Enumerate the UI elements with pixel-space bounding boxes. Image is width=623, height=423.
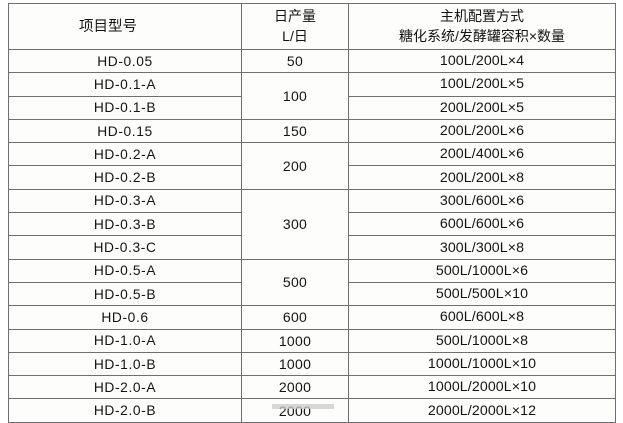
- table-row: HD-1.0-A 1000 500L/1000L×8: [8, 328, 616, 353]
- column-header-daily-output: 日产量 L/日: [241, 3, 349, 50]
- cell-machine-configuration: 600L/600L×6: [348, 212, 616, 237]
- scan-artifact-smudge: [272, 404, 334, 409]
- cell-machine-configuration: 200L/200L×5: [348, 95, 616, 120]
- cell-machine-configuration: 500L/1000L×6: [348, 258, 616, 283]
- cell-model: HD-0.05: [8, 48, 242, 74]
- table-row: HD-0.3-C 300L/300L×8: [8, 235, 616, 260]
- cell-machine-configuration: 500L/1000L×8: [348, 328, 616, 353]
- cell-machine-configuration: 1000L/1000L×10: [348, 351, 616, 377]
- cell-daily-output: 150: [241, 118, 349, 144]
- table-row: HD-0.05 50 100L/200L×4: [8, 48, 616, 74]
- cell-model: HD-0.5-B: [8, 281, 242, 307]
- cell-machine-configuration: 200L/200L×6: [348, 118, 616, 144]
- cell-model: HD-1.0-B: [8, 351, 242, 377]
- cell-machine-configuration: 500L/500L×10: [348, 281, 616, 307]
- cell-model: HD-0.1-A: [8, 72, 242, 97]
- table-row: HD-2.0-B 2000 2000L/2000L×12: [8, 398, 616, 423]
- cell-machine-configuration: 100L/200L×4: [348, 48, 616, 74]
- table-row: HD-0.3-A 300 300L/600L×6: [8, 188, 616, 260]
- cell-model: HD-0.15: [8, 118, 242, 144]
- cell-model: HD-0.3-B: [8, 212, 242, 237]
- cell-machine-configuration: 200L/200L×8: [348, 165, 616, 190]
- cell-daily-output: 600: [241, 305, 349, 330]
- cell-model: HD-0.2-B: [8, 165, 242, 190]
- column-header-model: 项目型号: [8, 3, 242, 50]
- column-header-machine-configuration-line2: 糖化系统/发酵罐容积×数量: [398, 28, 566, 44]
- cell-machine-configuration: 300L/600L×6: [348, 188, 616, 214]
- cell-daily-output: 500: [241, 258, 349, 307]
- cell-daily-output: 200: [241, 142, 349, 190]
- cell-daily-output: 50: [241, 48, 349, 74]
- cell-machine-configuration: 2000L/2000L×12: [348, 398, 616, 423]
- cell-daily-output: 300: [241, 188, 349, 260]
- table-body: HD-0.05 50 100L/200L×4 HD-0.1-A 100 100L/200L…: [8, 48, 616, 423]
- cell-model: HD-2.0-A: [8, 375, 242, 400]
- cell-daily-output: 2000: [241, 398, 349, 423]
- column-header-machine-configuration-line1: 主机配置方式: [440, 7, 524, 24]
- table-row: HD-0.2-B 200L/200L×8: [8, 165, 616, 190]
- column-header-model-line1: 项目型号: [79, 18, 137, 35]
- table-row: HD-0.15 150 200L/200L×6: [8, 118, 616, 144]
- cell-model: HD-0.2-A: [8, 142, 242, 167]
- table-row: HD-0.5-A 500 500L/1000L×6: [8, 258, 616, 307]
- cell-model: HD-2.0-B: [8, 398, 242, 423]
- cell-daily-output: 100: [241, 72, 349, 120]
- cell-model: HD-0.5-A: [8, 258, 242, 283]
- cell-daily-output: 2000: [241, 375, 349, 400]
- cell-model: HD-0.3-A: [8, 188, 242, 214]
- table-row: HD-1.0-B 1000 1000L/1000L×10: [8, 351, 616, 377]
- cell-daily-output: 1000: [241, 328, 349, 353]
- table-row: HD-0.1-A 100 100L/200L×5: [8, 72, 616, 120]
- table-row: HD-0.6 600 600L/600L×8: [8, 305, 616, 330]
- table-row: HD-0.2-A 200 200L/400L×6: [8, 142, 616, 190]
- cell-daily-output: 1000: [241, 351, 349, 377]
- column-header-daily-output-line1: 日产量: [274, 7, 316, 24]
- cell-machine-configuration: 200L/400L×6: [348, 142, 616, 167]
- cell-model: HD-1.0-A: [8, 328, 242, 353]
- cell-model: HD-0.6: [8, 305, 242, 330]
- cell-model: HD-0.3-C: [8, 235, 242, 260]
- table-row: HD-2.0-A 2000 1000L/2000L×10: [8, 375, 616, 400]
- column-header-machine-configuration: 主机配置方式 糖化系统/发酵罐容积×数量: [348, 3, 616, 50]
- cell-machine-configuration: 300L/300L×8: [348, 235, 616, 260]
- cell-machine-configuration: 1000L/2000L×10: [348, 375, 616, 400]
- cell-machine-configuration: 600L/600L×8: [348, 305, 616, 330]
- header-row: 项目型号 日产量 L/日 主机配置方式 糖化系统/发酵罐容积×数量: [8, 3, 616, 50]
- cell-model: HD-0.1-B: [8, 95, 242, 120]
- cell-machine-configuration: 100L/200L×5: [348, 72, 616, 97]
- table-row: HD-0.5-B 500L/500L×10: [8, 281, 616, 307]
- column-header-daily-output-line2: L/日: [282, 28, 308, 44]
- specification-table: 项目型号 日产量 L/日 主机配置方式 糖化系统/发酵罐容积×数量 HD-0.0…: [8, 3, 616, 423]
- table-header: 项目型号 日产量 L/日 主机配置方式 糖化系统/发酵罐容积×数量: [8, 3, 616, 50]
- specification-table-container: 项目型号 日产量 L/日 主机配置方式 糖化系统/发酵罐容积×数量 HD-0.0…: [8, 3, 616, 423]
